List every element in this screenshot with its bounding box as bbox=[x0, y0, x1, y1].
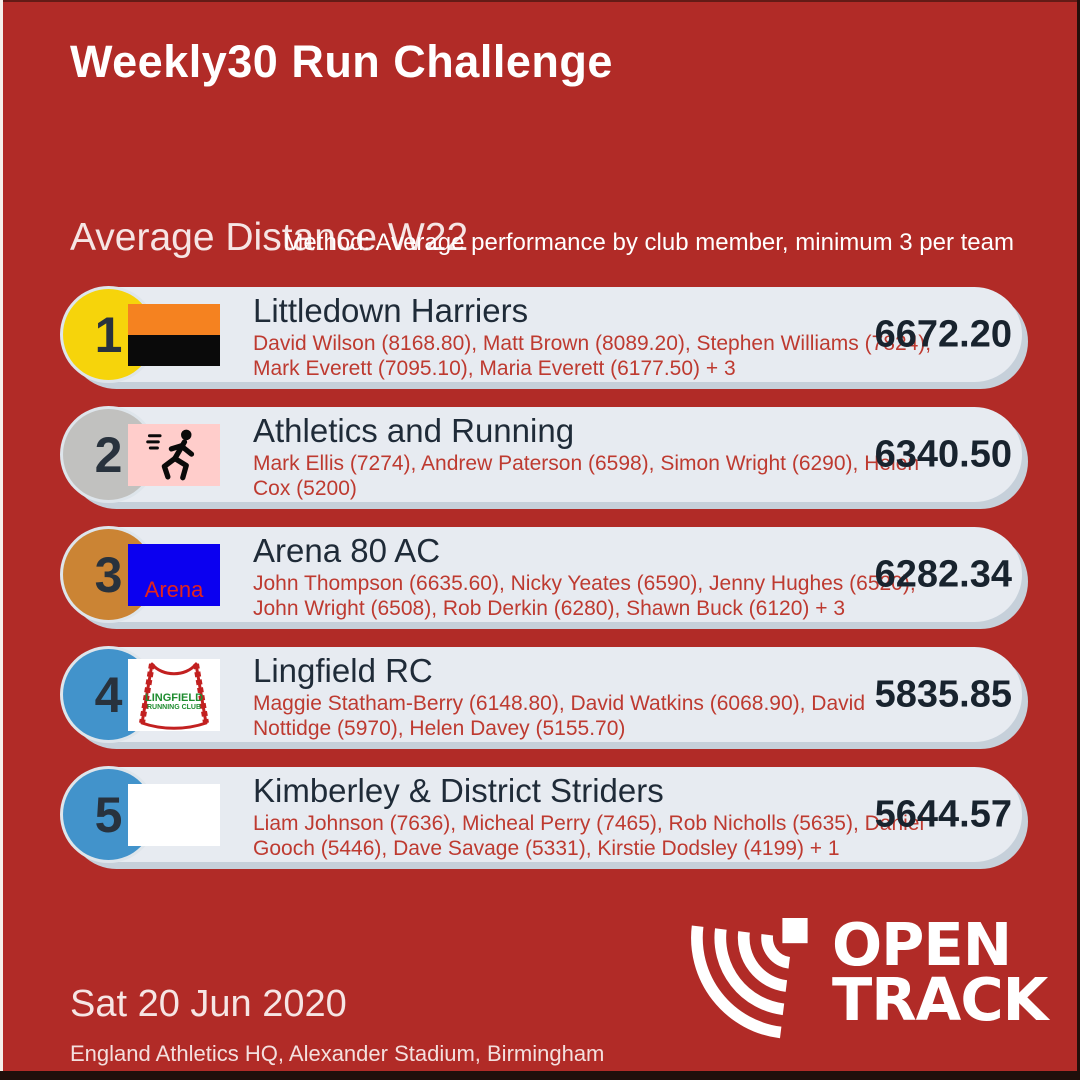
leaderboard-row-4: 4 LINGFIELD RUNNING CLUB Lingfield RC bbox=[63, 647, 1022, 742]
event-date: Sat 20 Jun 2020 bbox=[70, 983, 347, 1025]
running-vest-icon: LINGFIELD RUNNING CLUB bbox=[128, 658, 220, 731]
blank-logo bbox=[128, 783, 220, 846]
leaderboard-row-1: 1 Littledown Harriers David Wilson (8168… bbox=[63, 287, 1022, 382]
team-name: Athletics and Running bbox=[253, 412, 575, 449]
row-pill bbox=[63, 527, 1022, 622]
arena-logo: Arena bbox=[128, 543, 220, 606]
event-subtitle: Average Distance W22 bbox=[70, 216, 469, 259]
vest-text-line1: LINGFIELD bbox=[144, 691, 204, 704]
vest-club-text: LINGFIELD RUNNING CLUB bbox=[128, 691, 220, 712]
right-edge-line bbox=[1077, 0, 1080, 1080]
team-logo-arena80: Arena bbox=[128, 543, 220, 606]
event-venue: England Athletics HQ, Alexander Stadium,… bbox=[70, 1041, 605, 1066]
team-members: David Wilson (8168.80), Matt Brown (8089… bbox=[253, 331, 932, 381]
row-pill bbox=[63, 647, 1022, 742]
vest-text-line2: RUNNING CLUB bbox=[146, 703, 202, 711]
team-info: Arena 80 AC John Thompson (6635.60), Nic… bbox=[253, 532, 943, 621]
team-members: Liam Johnson (7636), Micheal Perry (7465… bbox=[253, 811, 925, 861]
team-score: 5835.85 bbox=[874, 673, 1012, 715]
team-info: Littledown Harriers David Wilson (8168.8… bbox=[253, 292, 943, 381]
row-pill bbox=[63, 287, 1022, 382]
team-logo-kimberley bbox=[128, 783, 220, 846]
left-edge-line bbox=[0, 0, 3, 1080]
opentrack-wordmark: OPEN TRACK bbox=[832, 910, 1048, 1034]
team-info: Lingfield RC Maggie Statham-Berry (6148.… bbox=[253, 652, 943, 741]
brand-line2: TRACK bbox=[832, 964, 1048, 1034]
team-name: Littledown Harriers bbox=[253, 292, 529, 329]
vest-outline bbox=[139, 662, 209, 730]
team-score: 6340.50 bbox=[874, 433, 1012, 475]
team-members: Maggie Statham-Berry (6148.80), David Wa… bbox=[253, 691, 865, 741]
row-pill bbox=[63, 767, 1022, 862]
arena-logo-text: Arena bbox=[144, 577, 204, 603]
row-pill bbox=[63, 407, 1022, 502]
team-members: John Thompson (6635.60), Nicky Yeates (6… bbox=[253, 571, 916, 621]
top-edge-line bbox=[0, 0, 1080, 2]
orange-black-flag-icon bbox=[128, 303, 220, 366]
team-score: 6282.34 bbox=[874, 553, 1012, 595]
leaderboard-row-2: 2 bbox=[63, 407, 1022, 502]
opentrack-arcs-icon bbox=[691, 918, 808, 1039]
team-info: Athletics and Running Mark Ellis (7274),… bbox=[253, 412, 943, 501]
team-score: 6672.20 bbox=[874, 313, 1012, 355]
leaderboard-row-5: 5 Kimberley & District Striders Liam Joh… bbox=[63, 767, 1022, 862]
team-logo-littledown bbox=[128, 303, 220, 366]
page-title: Weekly30 Run Challenge bbox=[70, 36, 613, 87]
leaderboard: 1 Littledown Harriers David Wilson (8168… bbox=[63, 287, 1022, 887]
leaderboard-row-3: 3 Arena Arena 80 AC John Thompson (6635.… bbox=[63, 527, 1022, 622]
flag-black-half bbox=[128, 334, 220, 366]
bottom-edge-line bbox=[0, 1071, 1080, 1080]
team-score: 5644.57 bbox=[874, 793, 1012, 835]
team-name: Lingfield RC bbox=[253, 652, 433, 689]
team-logo-lingfield: LINGFIELD RUNNING CLUB bbox=[128, 658, 220, 731]
opentrack-logo: OPEN TRACK bbox=[686, 910, 1048, 1044]
runner-logo-background bbox=[128, 423, 220, 486]
team-name: Kimberley & District Striders bbox=[253, 772, 664, 809]
team-members: Mark Ellis (7274), Andrew Paterson (6598… bbox=[253, 451, 920, 501]
team-info: Kimberley & District Striders Liam Johns… bbox=[253, 772, 943, 861]
team-name: Arena 80 AC bbox=[253, 532, 441, 569]
runner-icon bbox=[146, 429, 195, 480]
method-note: Method: Average performance by club memb… bbox=[283, 229, 1014, 256]
flag-orange-half bbox=[128, 303, 220, 335]
team-logo-athletics-running bbox=[128, 423, 220, 486]
brand-line1: OPEN bbox=[832, 910, 1012, 979]
